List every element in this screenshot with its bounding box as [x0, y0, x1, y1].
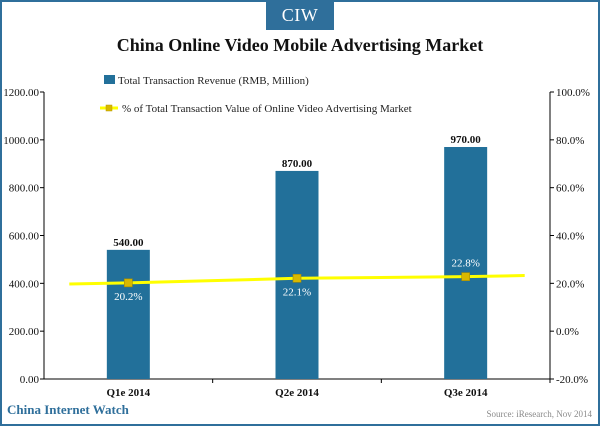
y-right-tick-label: 0.0%: [556, 326, 579, 338]
bar-value-label: 540.00: [113, 237, 144, 249]
legend-line-label: % of Total Transaction Value of Online V…: [122, 103, 412, 115]
chart-title: China Online Video Mobile Advertising Ma…: [116, 35, 484, 55]
brand-footer: China Internet Watch: [7, 402, 129, 417]
brand-badge: CIW: [266, 0, 334, 30]
y-right-tick-label: 20.0%: [556, 278, 584, 290]
y-right-tick-label: -20.0%: [556, 374, 588, 386]
bar-value-label: 870.00: [282, 158, 313, 170]
percent-marker: [461, 272, 470, 281]
percent-value-label: 22.8%: [451, 258, 479, 270]
y-right-tick-label: 60.0%: [556, 183, 584, 195]
y-right-tick-label: 100.0%: [556, 87, 590, 99]
bar: [444, 147, 488, 379]
bar-value-label: 970.00: [451, 134, 482, 146]
legend-bar-label: Total Transaction Revenue (RMB, Million): [118, 75, 309, 87]
y-right-tick-label: 80.0%: [556, 135, 584, 147]
y-left-tick-label: 600.00: [9, 231, 40, 243]
percent-marker: [124, 278, 133, 288]
x-tick-label: Q3e 2014: [444, 387, 488, 399]
x-tick-label: Q2e 2014: [275, 387, 319, 399]
y-left-tick-label: 400.00: [9, 278, 40, 290]
bar: [106, 249, 150, 379]
legend-bar-swatch: [104, 75, 115, 84]
y-left-tick-label: 800.00: [9, 183, 40, 195]
percent-value-label: 22.1%: [283, 286, 311, 298]
y-left-tick-label: 0.00: [20, 374, 40, 386]
y-left-tick-label: 1000.00: [3, 135, 39, 147]
source-note: Source: iResearch, Nov 2014: [486, 409, 592, 419]
y-left-tick-label: 200.00: [9, 326, 40, 338]
percent-value-label: 20.2%: [114, 291, 142, 303]
y-left-tick-label: 1200.00: [3, 87, 39, 99]
percent-marker: [292, 274, 302, 283]
legend-line-marker: [105, 104, 113, 112]
x-tick-label: Q1e 2014: [106, 387, 150, 399]
y-right-tick-label: 40.0%: [556, 231, 584, 243]
